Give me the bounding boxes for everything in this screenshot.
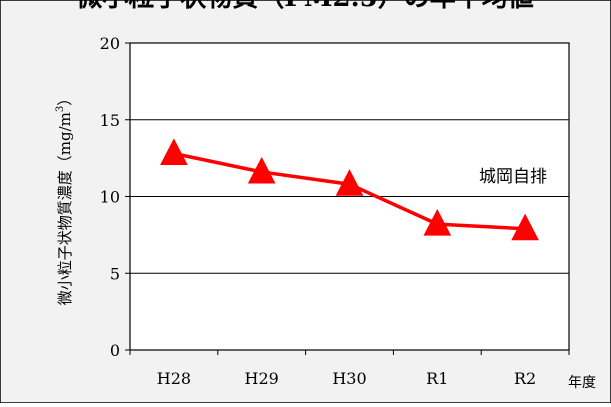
y-axis-label-close: ）: [56, 91, 74, 106]
x-tick-label: R2: [514, 369, 536, 388]
y-tick-label: 0: [110, 341, 120, 360]
x-tick-label: H30: [332, 369, 366, 388]
gridlines: [125, 42, 570, 355]
x-tick-label: H29: [245, 369, 279, 388]
x-axis-label: 年度: [568, 375, 596, 391]
y-axis-label-sup: 3: [55, 106, 66, 112]
y-axis-label-main: 微小粒子状物質濃度（mg/m: [56, 112, 74, 305]
y-tick-label: 10: [100, 188, 120, 207]
page-title-fragment: 微小粒子状物質（PM2.5）の年平均値: [75, 0, 534, 13]
x-tick-label: R1: [426, 369, 448, 388]
series-layer: [160, 138, 539, 241]
x-tick-label: H28: [157, 369, 191, 388]
y-tick-label: 5: [110, 264, 120, 283]
x-tick-labels: H28 H29 H30 R1 R2: [157, 369, 536, 388]
y-tick-label: 15: [100, 111, 120, 130]
y-tick-label: 20: [100, 34, 120, 53]
y-tick-labels: 0 5 10 15 20: [100, 34, 120, 360]
y-axis-label: 微小粒子状物質濃度（mg/m3）: [55, 91, 74, 306]
data-point-marker: [423, 209, 452, 236]
data-point-marker: [335, 169, 364, 196]
data-point-marker: [511, 213, 539, 241]
data-point-marker: [160, 138, 188, 166]
data-point-marker: [247, 156, 276, 184]
series-label: 城岡自排: [479, 167, 547, 187]
